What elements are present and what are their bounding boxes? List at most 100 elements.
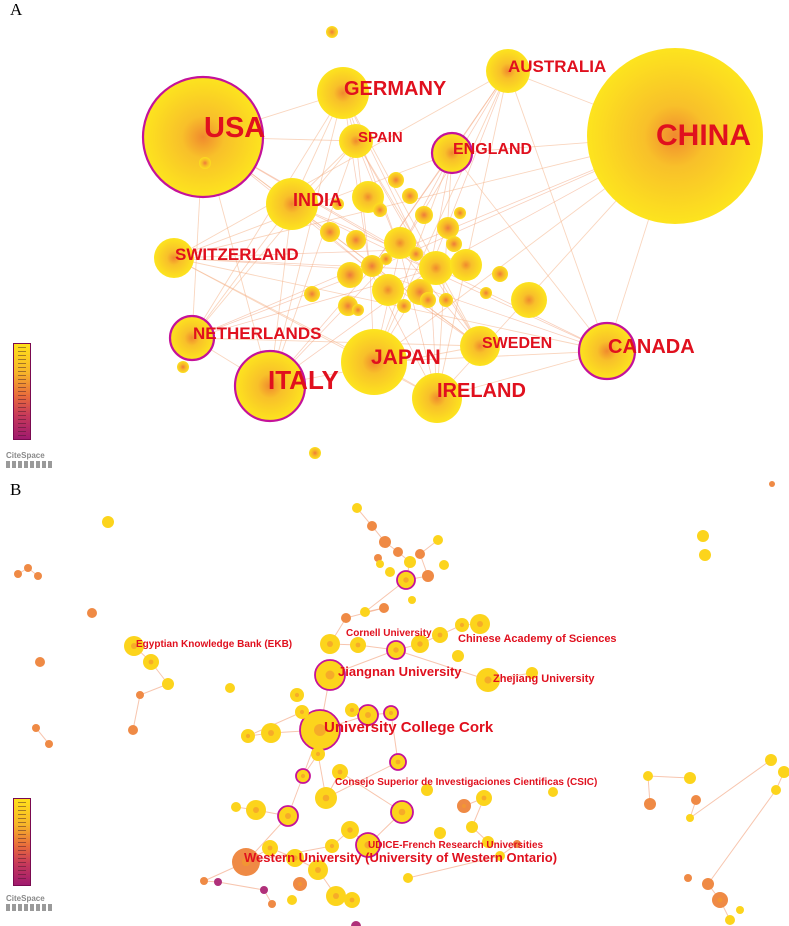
panel-a-country-network: A USA CHINA GERMANY AUSTRALIA SPAIN ENGL… — [6, 0, 763, 468]
institution-label-ekb: Egyptian Knowledge Bank (EKB) — [136, 639, 292, 650]
legend-ticks — [18, 347, 26, 436]
country-node-31 — [304, 286, 320, 302]
institution-node-80 — [268, 900, 276, 908]
institution-label-udice: UDICE-French Research Universities — [368, 840, 544, 851]
panel-b-letter: B — [10, 480, 22, 499]
institution-node-11 — [433, 535, 443, 545]
institution-node-10 — [422, 570, 434, 582]
institution-node-core-55 — [398, 808, 406, 816]
institution-node-core-70 — [292, 855, 298, 861]
country-label-australia: AUSTRALIA — [508, 57, 606, 76]
country-node-ring-0 — [141, 75, 265, 199]
country-label-germany: GERMANY — [344, 78, 447, 100]
country-node-13 — [412, 373, 462, 423]
institution-link-29 — [339, 771, 403, 813]
country-node-21 — [450, 249, 482, 281]
country-node-42 — [397, 299, 411, 313]
country-labels: USA CHINA GERMANY AUSTRALIA SPAIN ENGLAN… — [175, 57, 751, 402]
institution-node-ring-51 — [295, 768, 311, 784]
country-network-graph: USA CHINA GERMANY AUSTRALIA SPAIN ENGLAN… — [141, 26, 763, 459]
institution-label-zhejiang: Zhejiang University — [493, 673, 595, 685]
institution-node-5 — [393, 547, 403, 557]
institution-node-core-57 — [253, 807, 259, 813]
country-nodes — [141, 26, 763, 459]
country-node-23 — [372, 274, 404, 306]
country-node-38 — [373, 203, 387, 217]
country-node-27 — [437, 217, 459, 239]
institution-node-core-28 — [294, 692, 300, 698]
citespace-logo-text: CiteSpace — [6, 451, 45, 460]
institution-node-ring-7 — [396, 570, 416, 590]
country-label-england: ENGLAND — [453, 141, 532, 158]
country-link-45 — [173, 249, 401, 259]
country-link-69 — [369, 269, 608, 352]
country-label-usa: USA — [204, 112, 265, 144]
institution-node-21 — [136, 691, 144, 699]
institution-node-24 — [35, 657, 45, 667]
country-node-40 — [454, 207, 466, 219]
institution-node-ring-44 — [357, 704, 379, 726]
country-link-28 — [507, 70, 608, 352]
institution-node-64 — [421, 784, 433, 796]
country-node-28 — [415, 206, 433, 224]
institution-node-ring-56 — [277, 805, 299, 827]
institution-node-core-46 — [349, 707, 355, 713]
country-label-italy: ITALY — [268, 365, 339, 395]
country-node-2 — [317, 67, 369, 119]
institution-node-core-7 — [403, 577, 409, 583]
institution-node-98 — [439, 560, 449, 570]
country-node-33 — [361, 255, 383, 277]
institution-node-core-72 — [333, 893, 339, 899]
institution-link-69 — [407, 855, 501, 879]
institution-node-96 — [736, 906, 744, 914]
institution-node-ring-55 — [390, 800, 414, 824]
institution-node-79 — [260, 886, 268, 894]
institution-node-8 — [385, 567, 395, 577]
institution-node-core-33 — [417, 641, 423, 647]
institution-label-csic: Consejo Superior de Investigaciones Cien… — [335, 777, 597, 788]
institution-link-56 — [707, 789, 777, 885]
institution-node-62 — [466, 821, 478, 833]
country-node-19 — [384, 227, 416, 259]
citespace-logo-b: CiteSpace — [6, 894, 54, 911]
institution-node-26 — [45, 740, 53, 748]
institution-node-core-56 — [285, 813, 291, 819]
country-node-8 — [170, 316, 214, 360]
country-link-29 — [436, 70, 509, 399]
institution-node-87 — [684, 772, 696, 784]
institution-node-93 — [702, 878, 714, 890]
institution-node-27 — [225, 683, 235, 693]
institution-node-core-29 — [327, 641, 333, 647]
institution-node-4 — [379, 536, 391, 548]
country-link-21 — [269, 92, 344, 387]
institution-node-core-73 — [349, 897, 355, 903]
institution-node-core-61 — [481, 795, 487, 801]
country-node-ring-5 — [430, 131, 474, 175]
institution-node-ring-31 — [386, 640, 406, 660]
institution-node-ring-45 — [383, 705, 399, 721]
institution-label-ucc: University College Cork — [324, 719, 494, 736]
institution-node-40 — [360, 607, 370, 617]
institution-node-76 — [351, 921, 361, 926]
institution-node-ring-59 — [355, 832, 381, 858]
panel-a-letter: A — [10, 0, 23, 19]
country-node-6 — [266, 178, 318, 230]
country-node-39 — [332, 198, 344, 210]
country-node-16 — [177, 361, 189, 373]
institution-node-83 — [513, 840, 521, 848]
institution-node-81 — [403, 873, 413, 883]
institution-node-core-52 — [315, 751, 321, 757]
institution-node-99 — [376, 560, 384, 568]
institution-node-core-30 — [355, 642, 361, 648]
institution-node-77 — [200, 877, 208, 885]
institution-node-14 — [699, 549, 711, 561]
institution-node-1 — [769, 481, 775, 487]
country-node-5 — [432, 133, 472, 173]
institution-node-core-67 — [329, 843, 335, 849]
institution-link-11 — [132, 694, 141, 731]
country-node-37 — [388, 172, 404, 188]
institution-node-39 — [452, 650, 464, 662]
institution-node-core-32 — [325, 670, 335, 680]
institution-link-60 — [647, 775, 691, 779]
country-node-35 — [492, 266, 508, 282]
